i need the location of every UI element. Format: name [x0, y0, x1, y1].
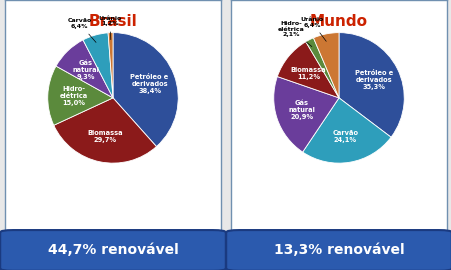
FancyBboxPatch shape — [0, 230, 226, 270]
Wedge shape — [302, 98, 390, 163]
Text: Gás
natural
9,3%: Gás natural 9,3% — [72, 60, 99, 80]
Text: Petróleo e
derivados
38,4%: Petróleo e derivados 38,4% — [130, 74, 168, 94]
Text: Biomassa
29,7%: Biomassa 29,7% — [87, 130, 123, 143]
Wedge shape — [83, 33, 113, 98]
Wedge shape — [273, 77, 338, 152]
FancyBboxPatch shape — [226, 230, 451, 270]
Wedge shape — [305, 38, 338, 98]
Text: Carvão
6,4%: Carvão 6,4% — [68, 18, 96, 42]
Wedge shape — [108, 33, 113, 98]
Text: Hidro-
elétrica
15,0%: Hidro- elétrica 15,0% — [60, 86, 88, 106]
Wedge shape — [338, 33, 403, 137]
Text: Hidro-
elétrica
2,1%: Hidro- elétrica 2,1% — [277, 21, 311, 47]
Text: 44,7% renovável: 44,7% renovável — [47, 243, 178, 257]
Wedge shape — [313, 33, 338, 98]
Text: Mundo: Mundo — [309, 14, 367, 29]
Text: Urânio
6,4%: Urânio 6,4% — [300, 17, 326, 41]
Wedge shape — [54, 98, 156, 163]
Wedge shape — [277, 42, 338, 98]
Text: Carvão
24,1%: Carvão 24,1% — [332, 130, 358, 143]
Text: Petróleo e
derivados
35,3%: Petróleo e derivados 35,3% — [354, 70, 392, 90]
Text: Brasil: Brasil — [88, 14, 137, 29]
Wedge shape — [48, 66, 113, 125]
Text: 13,3% renovável: 13,3% renovável — [273, 243, 403, 257]
Text: Gás
natural
20,9%: Gás natural 20,9% — [288, 100, 315, 120]
Text: Urânio
1,2%: Urânio 1,2% — [98, 16, 121, 40]
Text: Biomassa
11,2%: Biomassa 11,2% — [290, 67, 326, 80]
Wedge shape — [113, 33, 178, 147]
Wedge shape — [56, 40, 113, 98]
